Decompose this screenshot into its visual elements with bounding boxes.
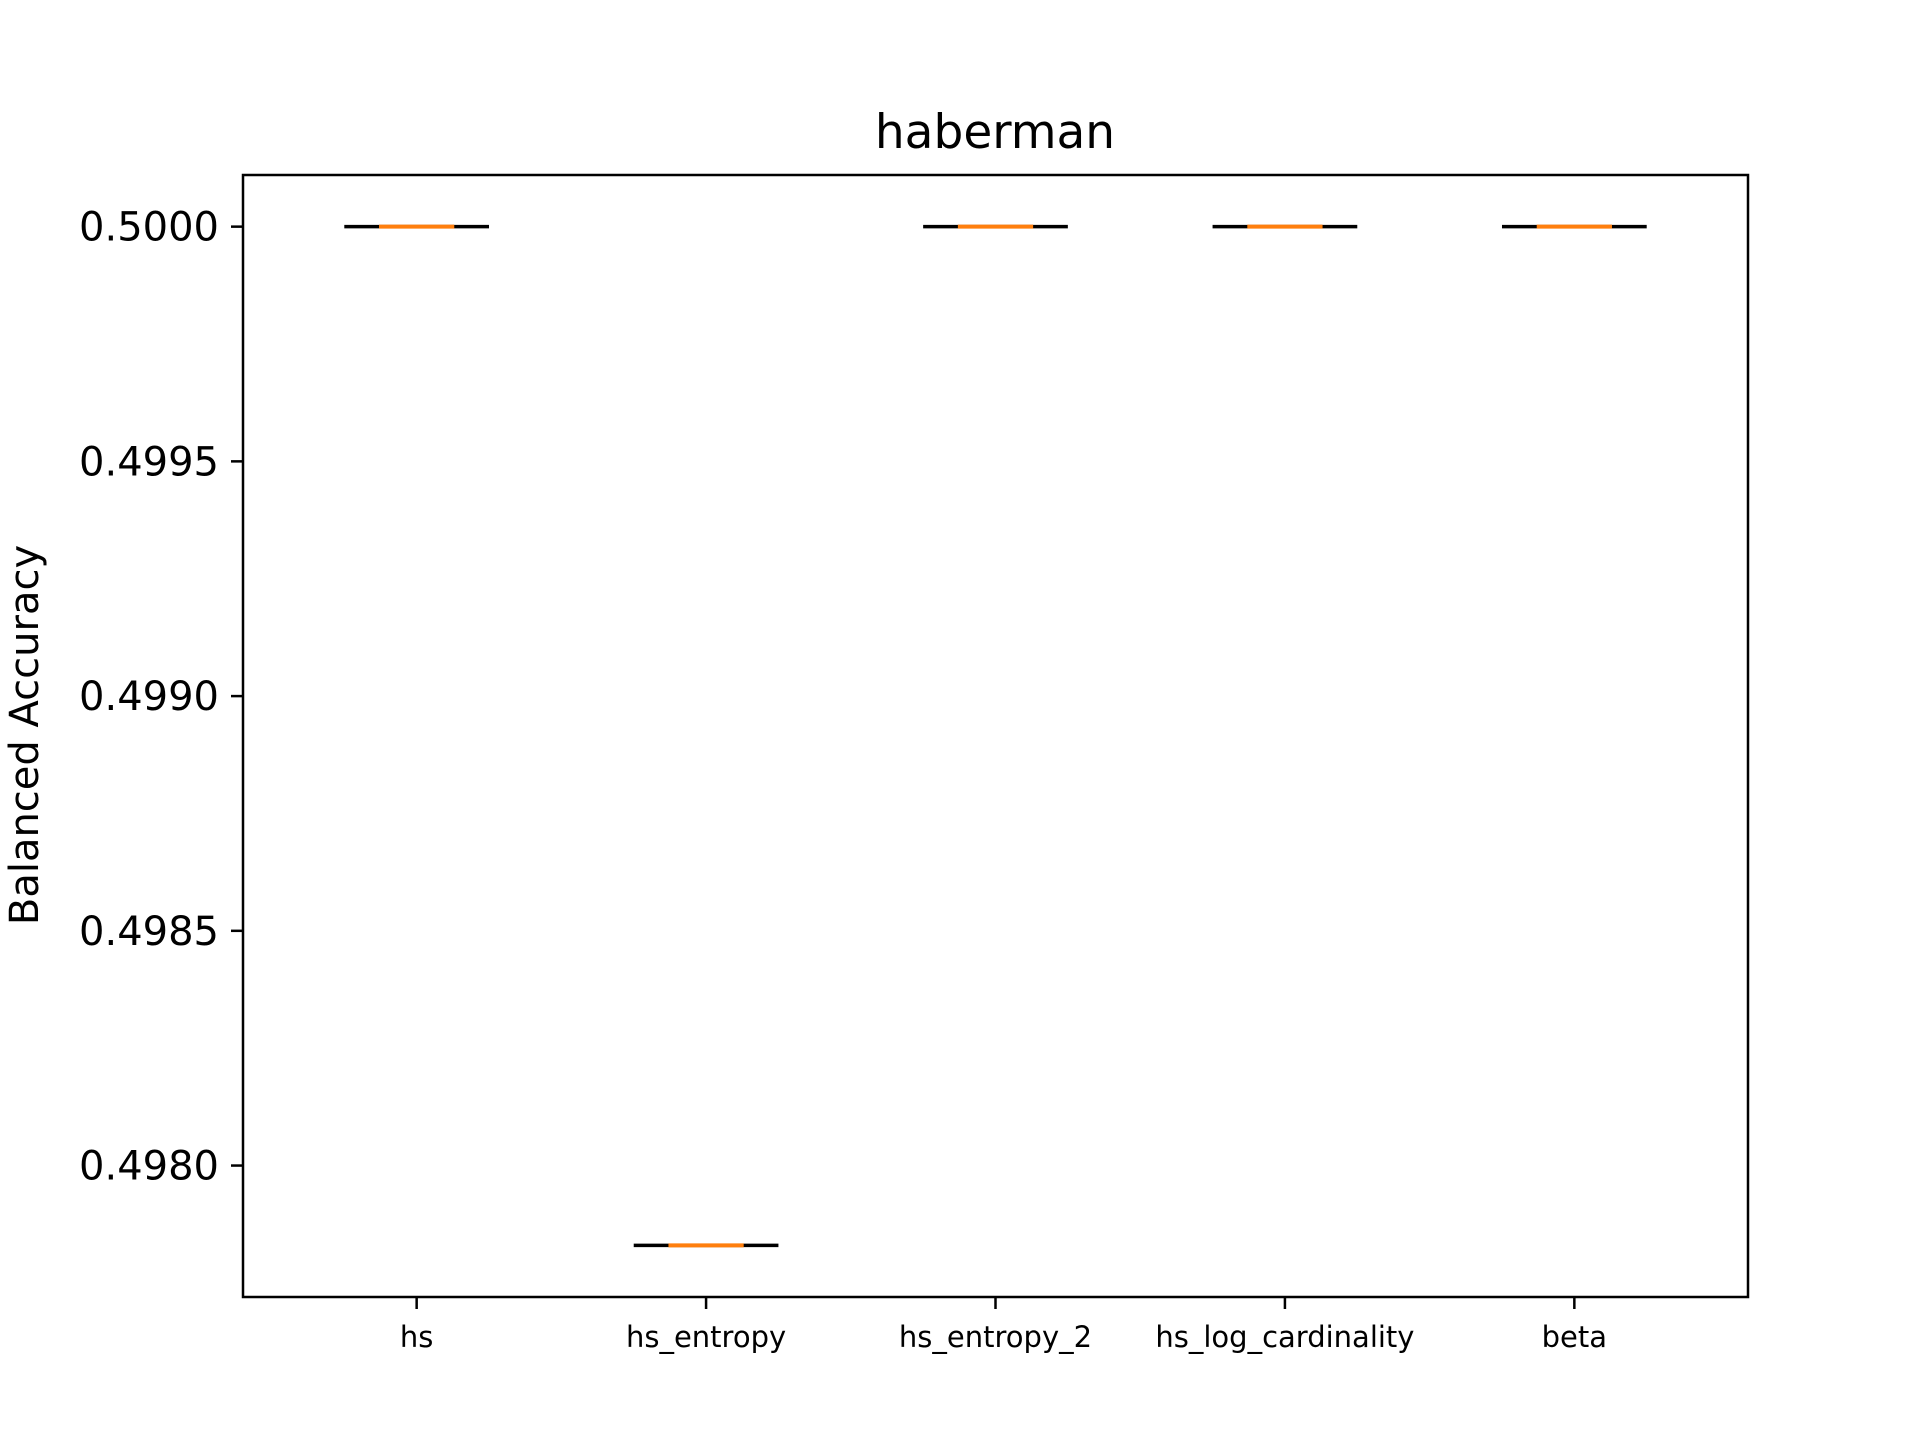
chart-title: haberman bbox=[875, 105, 1115, 160]
y-tick-label: 0.5000 bbox=[79, 205, 219, 251]
plot-frame bbox=[241, 173, 1750, 1299]
y-axis-label: Balanced Accuracy bbox=[2, 545, 48, 925]
y-tick-label: 0.4985 bbox=[79, 909, 219, 955]
x-tick-label: hs_entropy_2 bbox=[899, 1320, 1092, 1354]
x-tick-label: beta bbox=[1542, 1320, 1607, 1354]
x-tick-label: hs_entropy bbox=[626, 1320, 786, 1354]
y-tick-label: 0.4990 bbox=[79, 674, 219, 720]
x-tick-label: hs_log_cardinality bbox=[1155, 1320, 1414, 1354]
plot-area bbox=[344, 224, 1647, 1248]
y-tick-label: 0.4995 bbox=[79, 439, 219, 485]
y-tick-label: 0.4980 bbox=[79, 1144, 219, 1190]
x-tick-label: hs bbox=[400, 1320, 434, 1354]
